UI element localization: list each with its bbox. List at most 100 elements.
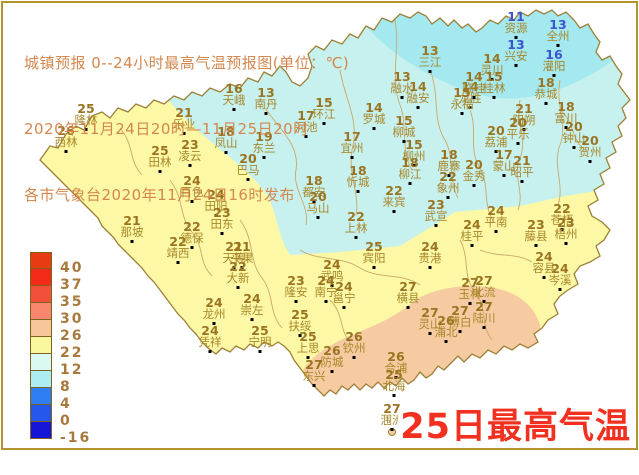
station-temp: 27 <box>461 275 478 290</box>
station-dot <box>514 64 518 67</box>
station-dot <box>412 164 416 167</box>
station-name: 忻城 <box>347 175 370 189</box>
station-temp: 22 <box>183 219 200 234</box>
station-temp: 17 <box>297 108 314 123</box>
station-temp: 27 <box>305 357 322 372</box>
station-temp: 24 <box>243 291 261 306</box>
station-temp: 15 <box>395 113 412 128</box>
legend-row: 30 <box>30 303 120 327</box>
station-dot <box>516 142 520 145</box>
station-dot <box>232 108 236 111</box>
legend-row: 22 <box>30 337 120 361</box>
station-dot <box>322 122 326 125</box>
station-dot <box>444 340 448 343</box>
station-temp: 26 <box>387 349 405 364</box>
station-name: 荔浦 <box>485 135 508 149</box>
station-dot <box>522 128 526 131</box>
station-temp: 18 <box>305 173 322 188</box>
station-temp: 25 <box>385 367 402 382</box>
station-dot <box>494 150 498 153</box>
station-name: 天等 <box>223 251 246 265</box>
station-dot <box>542 276 546 279</box>
legend-row: 35 <box>30 286 120 310</box>
station-name: 德保 <box>181 231 204 245</box>
station-name: 陆川 <box>473 311 496 325</box>
station-name: 靖西 <box>167 246 190 260</box>
station-dot <box>212 322 216 325</box>
legend-label: 4 <box>60 396 72 412</box>
station-name: 灵川 <box>481 63 504 77</box>
legend-swatch <box>30 269 52 286</box>
station-temp: 14 <box>461 79 479 94</box>
station-name: 平乐 <box>507 127 530 141</box>
legend-swatch <box>30 388 52 405</box>
station-name: 百色 <box>181 185 204 199</box>
station-name: 博白 <box>449 315 472 329</box>
station-dot <box>534 244 538 247</box>
station-temp: 23 <box>427 197 444 212</box>
station-name: 平果 <box>231 251 254 265</box>
station-dot <box>416 106 420 109</box>
station-name: 钟山 <box>563 131 586 145</box>
station-temp: 24 <box>421 239 439 254</box>
bottom-caption: 25日最高气温 <box>398 407 633 447</box>
station-name: 临桂 <box>463 81 486 95</box>
map-title: 城镇预报 0--24小时最高气温预报图(单位：℃) <box>24 54 350 72</box>
station-dot <box>298 334 302 337</box>
station-temp: 20 <box>487 123 505 138</box>
station-temp: 24 <box>323 257 341 272</box>
station-name: 南宁 <box>315 285 338 299</box>
station-name: 田阳 <box>205 199 228 213</box>
legend-swatch <box>30 422 52 439</box>
station-dot <box>392 394 396 397</box>
station-dot <box>258 350 262 353</box>
station-dot <box>264 112 268 115</box>
forecast-period: 2020年11月24日20时—11月25日20时 <box>24 120 309 138</box>
station-dot <box>446 196 450 199</box>
station-name: 武鸣 <box>321 269 344 283</box>
station-temp: 20 <box>581 133 599 148</box>
station-temp: 20 <box>509 115 527 130</box>
station-name: 兴安 <box>505 49 528 63</box>
station-name: 横县 <box>397 291 420 305</box>
station-temp: 23 <box>181 137 198 152</box>
station-temp: 17 <box>495 147 512 162</box>
station-dot <box>564 126 568 129</box>
station-name: 凌云 <box>179 149 202 163</box>
station-temp: 22 <box>347 209 364 224</box>
station-dot <box>482 300 486 303</box>
station-name: 富川 <box>555 111 578 125</box>
station-dot <box>182 132 186 135</box>
legend-row: -16 <box>30 422 120 446</box>
station-name: 来宾 <box>383 195 406 209</box>
legend-swatch <box>30 354 52 371</box>
station-name: 岑溪 <box>549 273 572 287</box>
station-dot <box>408 182 412 185</box>
station-dot <box>468 106 472 109</box>
station-temp: 14 <box>465 69 483 84</box>
station-dot <box>390 428 394 431</box>
